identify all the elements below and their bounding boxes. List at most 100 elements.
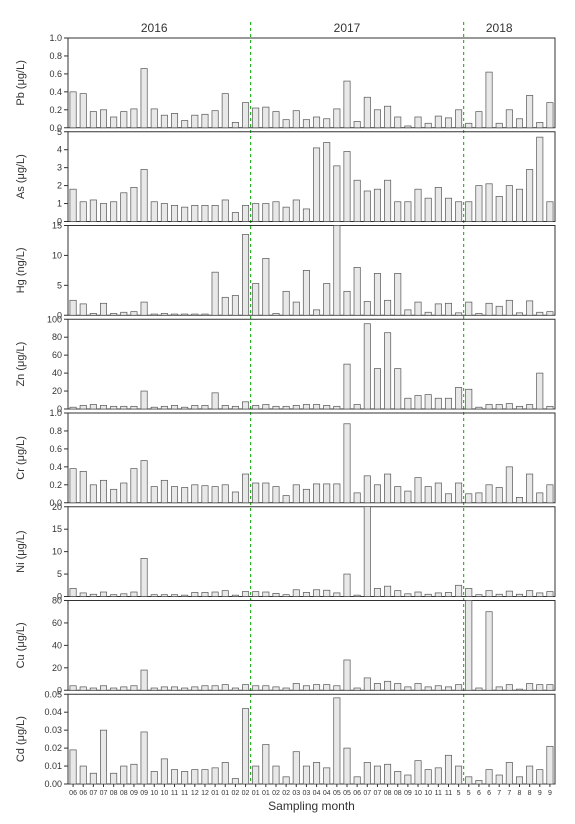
y-tick-label: 1.0 (49, 33, 62, 43)
bar (395, 273, 401, 315)
bar (384, 474, 390, 503)
bar (354, 267, 360, 315)
bar (435, 686, 441, 690)
bar (171, 405, 177, 409)
bar (141, 670, 147, 690)
bar (283, 406, 289, 409)
bar (232, 406, 238, 409)
bar (100, 480, 106, 502)
bar (324, 484, 330, 503)
bar (445, 198, 451, 221)
bar (303, 592, 309, 596)
bar (212, 393, 218, 409)
bar (90, 112, 96, 128)
bar (70, 686, 76, 690)
y-tick-label: 4 (57, 145, 62, 155)
bar (70, 750, 76, 784)
bar (405, 687, 411, 690)
bar (90, 594, 96, 596)
bar (80, 202, 86, 222)
bar (486, 405, 492, 409)
bar (466, 389, 472, 409)
x-tick-label: 04 (313, 790, 321, 797)
bar (232, 779, 238, 784)
bar (324, 284, 330, 316)
bar (415, 396, 421, 409)
bar (537, 593, 543, 597)
bar (313, 484, 319, 503)
x-tick-label: 6 (487, 790, 491, 797)
bar (486, 303, 492, 315)
bar (415, 761, 421, 784)
bar (90, 485, 96, 503)
bar (202, 205, 208, 221)
bar (263, 258, 269, 315)
bar (364, 97, 370, 128)
bar (496, 775, 502, 784)
bar (121, 687, 127, 690)
bar (303, 489, 309, 502)
y-tick-label: 20 (52, 663, 62, 673)
bar (131, 764, 137, 784)
bar (151, 202, 157, 222)
bar (344, 364, 350, 409)
bar (405, 126, 411, 128)
bar (526, 684, 532, 691)
bar (455, 202, 461, 222)
bar (232, 296, 238, 316)
bar (516, 777, 522, 784)
x-tick-label: 10 (150, 790, 158, 797)
x-tick-label: 04 (323, 790, 331, 797)
bar (466, 494, 472, 503)
bar (526, 766, 532, 784)
bar (182, 121, 188, 128)
bar (466, 202, 472, 222)
bar (334, 484, 340, 503)
bar (313, 590, 319, 597)
y-tick-label: 0.8 (49, 51, 62, 61)
bar (344, 574, 350, 596)
bar (374, 369, 380, 409)
y-tick-label: 20 (52, 386, 62, 396)
y-axis-label: Hg (ng/L) (15, 247, 27, 293)
x-tick-label: 01 (211, 790, 219, 797)
bar (526, 405, 532, 409)
bar (486, 770, 492, 784)
bar (171, 687, 177, 690)
bar (242, 103, 248, 128)
bar (232, 595, 238, 596)
bar (303, 120, 309, 128)
bar (334, 166, 340, 222)
y-axis-label: As (μg/L) (15, 154, 27, 199)
bar (242, 474, 248, 503)
bar (111, 595, 117, 597)
bar (334, 406, 340, 409)
bar (445, 398, 451, 409)
bar (476, 780, 482, 784)
bar (131, 312, 137, 316)
bar (100, 592, 106, 596)
bar (242, 685, 248, 691)
bar (151, 314, 157, 315)
x-tick-label: 9 (538, 790, 542, 797)
bar (161, 480, 167, 502)
x-tick-label: 11 (171, 790, 178, 797)
x-tick-label: 01 (221, 790, 229, 797)
bar (80, 405, 86, 409)
bar (364, 301, 370, 315)
bar (273, 593, 279, 596)
bar (395, 487, 401, 503)
bar (496, 487, 502, 502)
x-tick-label: 10 (160, 790, 168, 797)
bar (415, 189, 421, 221)
bar (303, 270, 309, 315)
y-axis-label: Cu (μg/L) (15, 622, 27, 668)
bar (435, 398, 441, 409)
bar (476, 688, 482, 690)
bar (131, 406, 137, 409)
bar (374, 273, 380, 315)
bar (171, 314, 177, 315)
bar (202, 114, 208, 127)
bar (405, 202, 411, 222)
bar (445, 592, 451, 596)
